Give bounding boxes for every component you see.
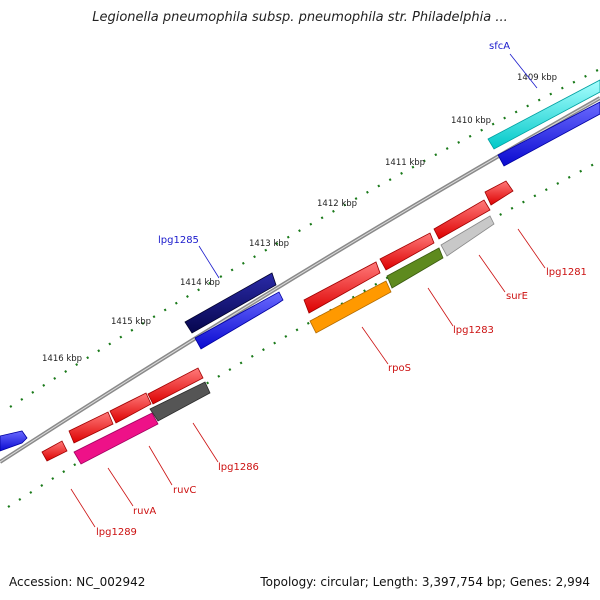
gene-red-d[interactable] bbox=[147, 367, 204, 405]
gene-red-c[interactable] bbox=[303, 261, 381, 314]
kbp-label-1411: 1411 kbp bbox=[385, 158, 425, 168]
gene-label-surE[interactable]: surE bbox=[506, 291, 528, 302]
gene-sfcA[interactable] bbox=[487, 79, 600, 150]
kbp-label-1415: 1415 kbp bbox=[111, 317, 151, 327]
kbp-label-1409: 1409 kbp bbox=[517, 73, 557, 83]
gene-label-rpoS[interactable]: rpoS bbox=[388, 363, 411, 374]
gene-red-b[interactable] bbox=[379, 232, 435, 271]
gene-label-lpg1281[interactable]: lpg1281 bbox=[546, 267, 587, 278]
gene-rpoS[interactable] bbox=[309, 280, 392, 334]
gene-label-ruvA[interactable]: ruvA bbox=[133, 506, 156, 517]
gene-red-f[interactable] bbox=[68, 411, 114, 444]
gene-label-sfcA[interactable]: sfcA bbox=[489, 41, 510, 52]
gene-label-lpg1286[interactable]: lpg1286 bbox=[218, 462, 259, 473]
gene-label-lpg1289[interactable]: lpg1289 bbox=[96, 527, 137, 538]
gene-lpg1283[interactable] bbox=[386, 247, 444, 289]
map-title: Legionella pneumophila subsp. pneumophil… bbox=[92, 10, 508, 25]
gene-sfcA-cds[interactable] bbox=[497, 101, 600, 167]
leader-lines bbox=[70, 53, 546, 528]
kbp-label-1410: 1410 kbp bbox=[451, 116, 491, 126]
gene-lpg1281[interactable] bbox=[484, 180, 514, 206]
gene-red-a[interactable] bbox=[433, 199, 491, 240]
gene-lpg1285[interactable] bbox=[184, 272, 277, 334]
gene-lpg1289[interactable] bbox=[41, 440, 68, 462]
kbp-label-1413: 1413 kbp bbox=[249, 239, 289, 249]
gene-label-ruvC[interactable]: ruvC bbox=[173, 485, 196, 496]
kbp-label-1412: 1412 kbp bbox=[317, 199, 357, 209]
topology-stats: Topology: circular; Length: 3,397,754 bp… bbox=[260, 575, 590, 589]
ruler-dots bbox=[9, 69, 599, 408]
gene-red-e[interactable] bbox=[109, 392, 152, 424]
gene-left-edge[interactable] bbox=[0, 430, 28, 452]
kbp-label-1416: 1416 kbp bbox=[42, 354, 82, 364]
gene-lpg1285-cds[interactable] bbox=[194, 291, 284, 350]
gene-surE[interactable] bbox=[440, 215, 495, 257]
accession-text: Accession: NC_002942 bbox=[9, 575, 146, 589]
gene-lpg1286[interactable] bbox=[149, 381, 211, 422]
gene-label-lpg1283[interactable]: lpg1283 bbox=[453, 325, 494, 336]
gene-label-lpg1285[interactable]: lpg1285 bbox=[158, 235, 199, 246]
kbp-label-1414: 1414 kbp bbox=[180, 278, 220, 288]
gene-ruvC[interactable] bbox=[73, 412, 159, 465]
